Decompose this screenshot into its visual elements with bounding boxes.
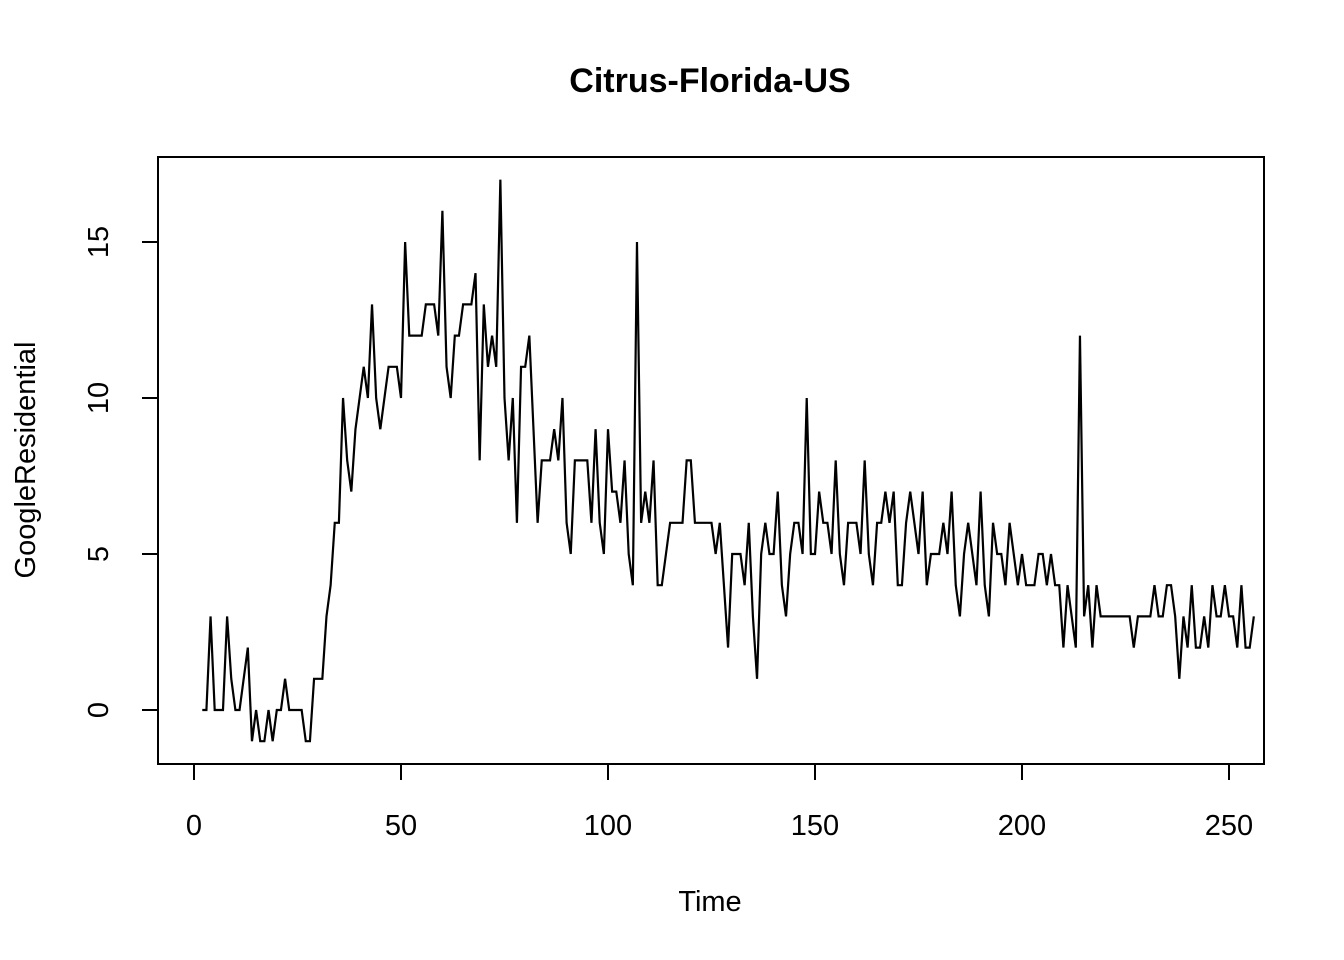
x-axis: 0 50 100 150 200 250 xyxy=(186,763,1253,842)
y-tick-label: 15 xyxy=(83,226,115,258)
series-line-google-residential xyxy=(202,179,1255,743)
x-tick-label: 0 xyxy=(186,810,202,842)
y-axis: 0 5 10 15 xyxy=(83,226,159,718)
x-tick-label: 200 xyxy=(998,810,1046,842)
plot-frame xyxy=(157,156,1265,765)
x-axis-label: Time xyxy=(678,886,741,918)
y-tick-label: 5 xyxy=(83,546,115,562)
x-tick-label: 100 xyxy=(584,810,632,842)
x-tick-label: 150 xyxy=(791,810,839,842)
x-tick-label: 250 xyxy=(1205,810,1253,842)
y-tick-label: 0 xyxy=(83,702,115,718)
x-tick-label: 50 xyxy=(385,810,417,842)
y-tick-label: 10 xyxy=(83,382,115,414)
y-axis-label: GoogleResidential xyxy=(10,342,42,579)
chart-title: Citrus-Florida-US xyxy=(569,62,850,100)
